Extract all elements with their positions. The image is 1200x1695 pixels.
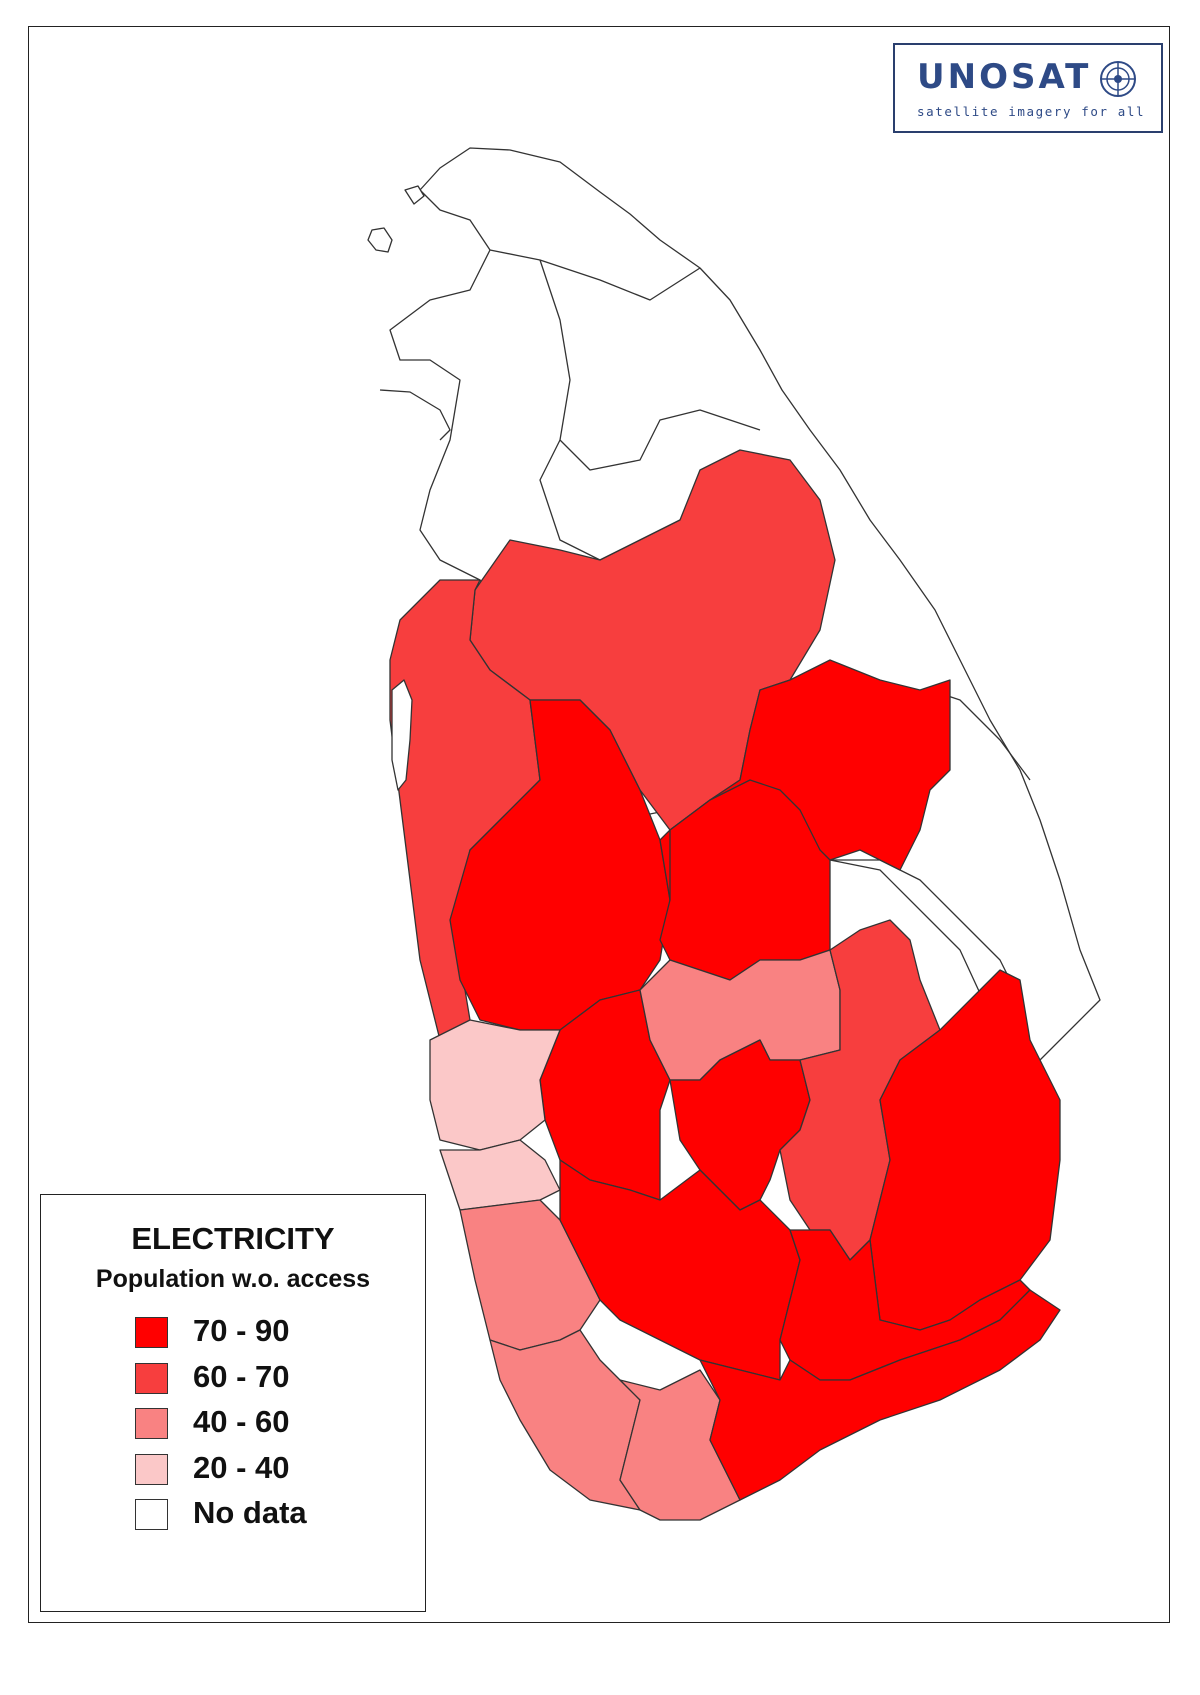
district-gampaha[interactable] — [429, 1019, 561, 1151]
legend-label: No data — [193, 1495, 307, 1530]
district-boundary-east-1 — [830, 859, 1021, 1001]
legend-label: 60 - 70 — [193, 1358, 290, 1394]
mannar-lagoon — [379, 389, 451, 441]
legend-label: 20 - 40 — [193, 1449, 290, 1485]
district-hambantota[interactable] — [699, 1289, 1061, 1501]
map-legend: ELECTRICITY Population w.o. access 70 - … — [40, 1194, 426, 1612]
legend-label: 40 - 60 — [193, 1404, 290, 1439]
un-emblem-icon — [1100, 61, 1136, 97]
district-boundary-north-1 — [489, 249, 701, 301]
island-a — [367, 227, 393, 253]
kalpitiya-peninsula — [391, 679, 413, 791]
legend-swatch — [135, 1453, 168, 1485]
district-matara[interactable] — [619, 1369, 741, 1521]
logo-tagline: satellite imagery for all — [917, 104, 1146, 119]
unosat-logo: UNOSAT satellite imagery for all — [893, 43, 1163, 133]
district-galle[interactable] — [489, 1329, 641, 1511]
district-kalutara[interactable] — [459, 1199, 601, 1351]
district-colombo[interactable] — [439, 1139, 561, 1211]
legend-swatch — [135, 1408, 168, 1439]
legend-title: ELECTRICITY — [131, 1221, 335, 1256]
logo-title: UNOSAT — [917, 57, 1092, 97]
island-b — [404, 185, 425, 205]
legend-subtitle: Population w.o. access — [95, 1265, 371, 1293]
legend-swatch — [135, 1499, 168, 1530]
legend-swatch — [135, 1317, 168, 1348]
legend-swatch — [135, 1362, 168, 1394]
district-boundary-north-2 — [539, 259, 761, 471]
legend-label: 70 - 90 — [193, 1313, 290, 1348]
map-frame — [28, 26, 1170, 1623]
